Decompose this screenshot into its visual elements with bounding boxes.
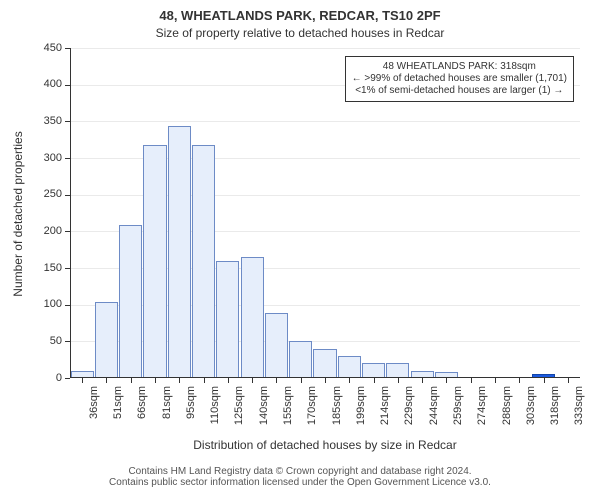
y-tick-label: 150 [28,262,62,274]
x-tick-mark [82,378,83,383]
x-tick-mark [301,378,302,383]
gridline [70,48,580,49]
x-tick-mark [495,378,496,383]
x-tick-mark [374,378,375,383]
attribution-line: Contains public sector information licen… [0,477,600,488]
bar [313,349,336,378]
x-tick-mark [252,378,253,383]
x-tick-mark [106,378,107,383]
y-tick-label: 400 [28,78,62,90]
annotation-line: 48 WHEATLANDS PARK: 318sqm [352,61,567,73]
bar [241,257,264,378]
x-tick-mark [228,378,229,383]
y-tick-label: 50 [28,335,62,347]
x-tick-mark [398,378,399,383]
subtitle: Size of property relative to detached ho… [0,26,600,40]
x-tick-mark [349,378,350,383]
bar [289,341,312,378]
y-tick-label: 300 [28,152,62,164]
y-tick-label: 350 [28,115,62,127]
y-axis-label: Number of detached properties [11,49,25,379]
gridline [70,121,580,122]
x-tick-mark [544,378,545,383]
annotation-line: ← >99% of detached houses are smaller (1… [352,73,567,85]
y-tick-label: 0 [28,372,62,384]
x-tick-mark [422,378,423,383]
x-tick-mark [446,378,447,383]
x-tick-mark [568,378,569,383]
x-axis-label: Distribution of detached houses by size … [70,438,580,452]
bar [168,126,191,378]
bar [386,363,409,378]
y-tick-mark [65,378,70,379]
bar [362,363,385,378]
y-axis [70,48,71,378]
x-tick-mark [204,378,205,383]
bar [265,313,288,378]
x-axis [70,377,580,378]
bar [216,261,239,378]
bar [119,225,142,378]
y-tick-label: 450 [28,42,62,54]
plot-area: 05010015020025030035040045036sqm51sqm66s… [70,48,580,378]
bar [95,302,118,378]
y-tick-label: 100 [28,298,62,310]
bar [192,145,215,378]
x-tick-mark [471,378,472,383]
x-tick-mark [519,378,520,383]
x-tick-mark [155,378,156,383]
figure: 48, WHEATLANDS PARK, REDCAR, TS10 2PF Si… [0,0,600,500]
page-title: 48, WHEATLANDS PARK, REDCAR, TS10 2PF [0,8,600,23]
attribution-line: Contains HM Land Registry data © Crown c… [0,466,600,477]
x-tick-mark [325,378,326,383]
x-tick-mark [179,378,180,383]
annotation-line: <1% of semi-detached houses are larger (… [352,85,567,97]
y-tick-label: 250 [28,188,62,200]
bar [338,356,361,378]
attribution: Contains HM Land Registry data © Crown c… [0,466,600,488]
x-tick-mark [131,378,132,383]
annotation-box: 48 WHEATLANDS PARK: 318sqm← >99% of deta… [345,56,574,102]
bar [143,145,166,378]
y-tick-label: 200 [28,225,62,237]
x-tick-mark [276,378,277,383]
